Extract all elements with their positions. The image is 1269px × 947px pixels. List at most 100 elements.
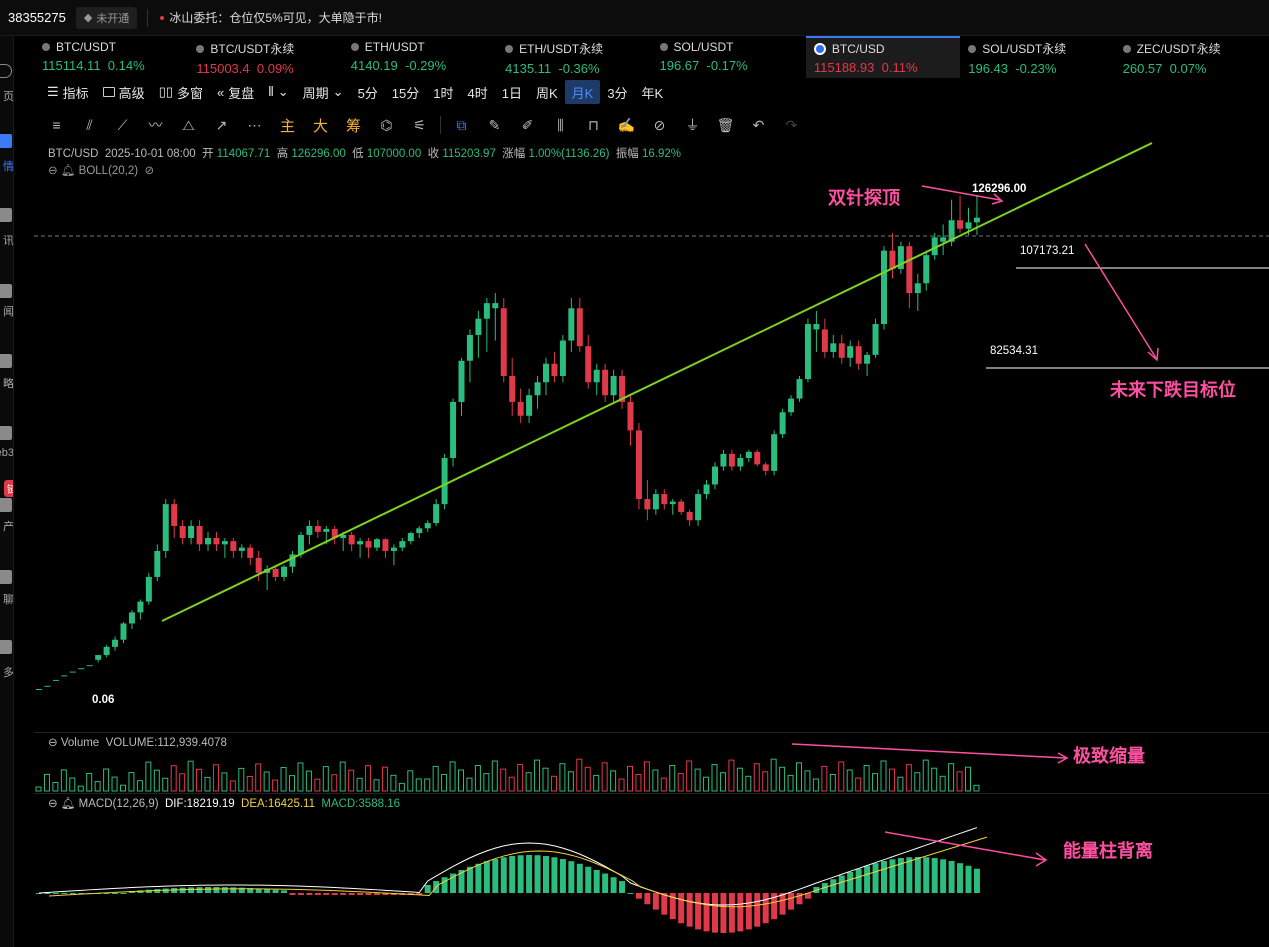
candle-toggle-icon[interactable]: ⫼ <box>557 116 564 133</box>
interval-tab-8[interactable]: 年K <box>641 85 664 101</box>
candle-body <box>720 453 727 467</box>
sidebar-item-assets[interactable]: 产 <box>3 521 14 533</box>
more-icon[interactable] <box>0 640 12 654</box>
interval-tab-7[interactable]: 3分 <box>607 85 628 101</box>
brush-icon[interactable]: ✐ <box>521 116 534 133</box>
sidebar-item-market[interactable]: 情 <box>3 161 14 173</box>
ruler-icon[interactable]: ✎ <box>488 116 501 133</box>
macd-bar <box>779 893 786 915</box>
interval-tab-0[interactable]: 5分 <box>357 85 378 101</box>
interval-tab-3[interactable]: 4时 <box>467 85 488 101</box>
candle-body <box>821 329 828 352</box>
candle-body <box>374 539 380 548</box>
candle-body <box>103 646 110 656</box>
ticker-tab-2[interactable]: ETH/USDT 4140.19 -0.29% <box>343 36 497 78</box>
candle-body <box>230 541 237 551</box>
ticker-tab-3[interactable]: ETH/USDT永续 4135.11 -0.36% <box>497 36 651 78</box>
collapse-icon[interactable]: ⊖ <box>48 798 58 810</box>
ohlc-amp-label: 振幅 <box>615 148 639 160</box>
boll-label: BOLL(20,2) <box>78 165 139 177</box>
sidebar-item-web3[interactable]: eb3 <box>0 447 14 459</box>
ticker-tab-4[interactable]: SOL/USDT 196.67 -0.17% <box>652 36 806 78</box>
account-id[interactable]: 38355275 <box>8 10 66 25</box>
lock-icon[interactable]: ⊓ <box>588 116 599 133</box>
news-icon[interactable] <box>0 284 12 298</box>
chips-tool-button[interactable]: 筹 <box>345 117 361 135</box>
select-icon[interactable]: ⧉ <box>456 116 467 133</box>
parallel-lines-icon[interactable]: ⫽ <box>86 116 93 133</box>
bell-icon[interactable]: 🔔︎ <box>60 165 76 177</box>
candlestick-icon: ⫴ <box>268 84 274 99</box>
eye-off-icon[interactable]: ⊘ <box>144 165 155 177</box>
sidebar-item-strategy[interactable]: 略 <box>3 378 14 390</box>
collapse-icon[interactable]: ⊖ <box>48 165 58 177</box>
sidebar-item-home[interactable]: 页 <box>3 91 14 103</box>
sidebar-item-info[interactable]: 讯 <box>3 235 14 247</box>
trash-icon[interactable]: 🗑 <box>716 116 735 133</box>
volume-bar <box>305 770 312 792</box>
chart-type-dropdown[interactable]: ⫴ ⌄ <box>261 80 295 104</box>
link-icon[interactable]: ⊘ <box>653 116 666 133</box>
web3-icon[interactable] <box>0 426 12 440</box>
news-ticker[interactable]: 冰山委托：仓位仅5%可见，大单隐于市! <box>169 11 382 25</box>
ticker-price: 115188.93 <box>813 60 875 75</box>
notes-icon[interactable]: ✍ <box>617 116 636 133</box>
pattern-icon[interactable]: ⧍ <box>181 116 196 133</box>
macd-bar <box>238 887 245 893</box>
big-tool-button[interactable]: 大 <box>312 117 328 135</box>
multi-window-button[interactable]: ▯▯ 多窗 <box>152 80 210 104</box>
advanced-button[interactable]: 高级 <box>96 80 152 104</box>
more-tools-icon[interactable]: ⋯ <box>247 116 262 133</box>
ticker-tab-5[interactable]: BTC/USD 115188.93 0.11% <box>805 36 961 78</box>
interval-tab-4[interactable]: 1日 <box>501 85 522 101</box>
assets-icon[interactable] <box>0 498 12 512</box>
replay-button[interactable]: «复盘 <box>210 80 261 104</box>
macd-bar <box>36 893 42 894</box>
bell-icon[interactable]: 🔔︎ <box>60 798 76 810</box>
macd-bar <box>272 889 279 893</box>
ticker-tab-6[interactable]: SOL/USDT永续 196.43 -0.23% <box>960 36 1114 78</box>
macd-bar <box>205 887 211 893</box>
collapse-icon[interactable]: ⊖ <box>48 737 58 749</box>
ticker-tab-0[interactable]: BTC/USDT 115114.11 0.14% <box>34 36 188 78</box>
filter-icon[interactable]: ⏚ <box>685 117 700 133</box>
undo-icon[interactable]: ↶ <box>752 116 765 133</box>
volume-bar <box>424 778 431 792</box>
indicators-button[interactable]: ☰ 指标 <box>40 80 96 104</box>
info-icon[interactable] <box>0 208 12 222</box>
ticker-tab-1[interactable]: BTC/USDT永续 115003.4 0.09% <box>188 36 342 78</box>
main-tool-button[interactable]: 主 <box>279 117 295 135</box>
ticker-tab-7[interactable]: ZEC/USDT永续 260.57 0.07% <box>1115 36 1269 78</box>
wave-icon[interactable]: 〰 <box>148 117 163 133</box>
strategy-icon[interactable] <box>0 354 12 368</box>
grid-icon: ▯▯ <box>158 84 173 99</box>
interval-tab-2[interactable]: 1时 <box>433 85 454 101</box>
sidebar-item-more[interactable]: 多 <box>3 667 14 679</box>
volume-bar <box>272 779 279 792</box>
home-icon[interactable] <box>0 64 12 78</box>
trend-line-icon[interactable]: ⟋ <box>117 116 128 133</box>
candle-body <box>188 525 195 538</box>
chat-icon[interactable] <box>0 570 12 584</box>
sidebar-item-chat[interactable]: 聊 <box>3 594 14 606</box>
candle-body <box>728 453 735 467</box>
period-dropdown[interactable]: 周期 ⌄ <box>296 80 351 104</box>
market-icon[interactable] <box>0 134 12 148</box>
interval-tab-1[interactable]: 15分 <box>391 85 420 101</box>
membership-badge[interactable]: ◆ 未开通 <box>75 6 138 29</box>
macd-header: ⊖ 🔔︎ MACD(12,26,9) DIF:18219.19 DEA:1642… <box>48 796 400 810</box>
interval-tab-6[interactable]: 月K <box>564 80 601 104</box>
ticker-price: 4140.19 <box>350 58 398 73</box>
magnet-icon[interactable]: ⌬ <box>380 116 393 133</box>
macd-bar <box>728 893 735 933</box>
volume-bar <box>458 769 464 792</box>
ticker-symbol: ETH/USDT永续 <box>519 42 604 56</box>
lines-menu-icon[interactable]: ≡ <box>52 117 61 133</box>
measure-icon[interactable]: ⚟ <box>413 116 426 133</box>
redo-icon[interactable]: ↷ <box>785 116 798 133</box>
sidebar-item-news[interactable]: 闻 <box>3 306 14 318</box>
arrow-line-icon[interactable]: ↗ <box>215 116 228 133</box>
interval-tab-5[interactable]: 周K <box>535 85 558 101</box>
indicator-list-icon: ☰ <box>47 84 59 99</box>
